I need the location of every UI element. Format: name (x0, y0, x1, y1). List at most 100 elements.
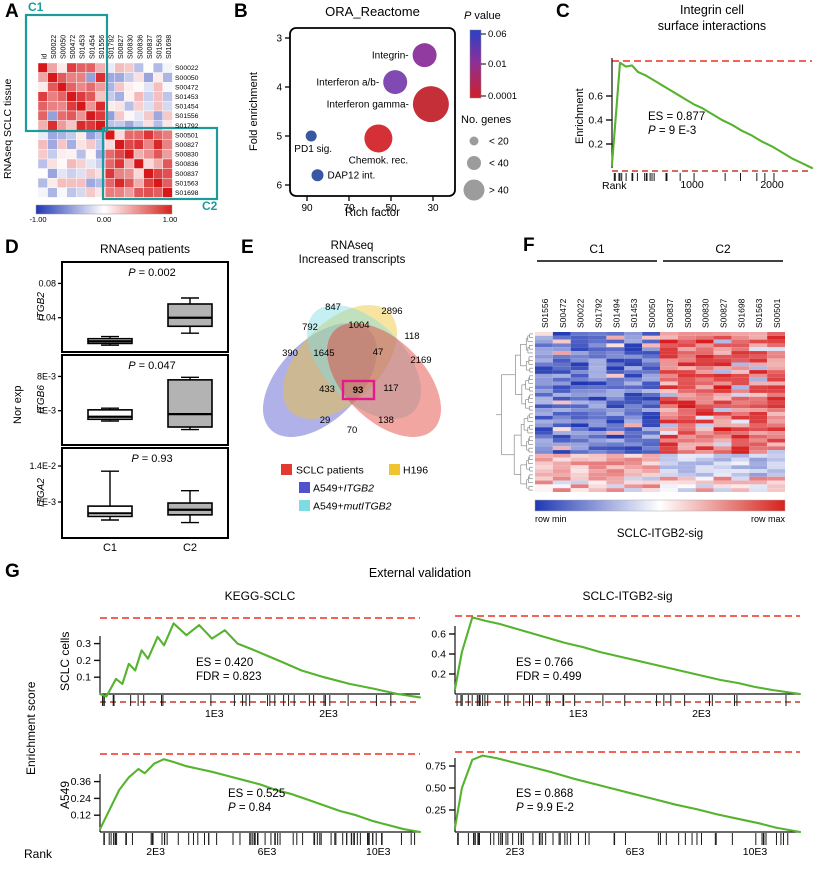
correlation-colorbar (35, 204, 173, 215)
heatmap-cell (606, 389, 625, 393)
venn-count: 2169 (410, 355, 431, 366)
heatmap-cell (695, 358, 714, 363)
heatmap-cell (606, 370, 625, 374)
heatmap-cell (677, 427, 696, 432)
heatmap-cell (57, 187, 68, 198)
heatmap-cell (588, 339, 607, 344)
heatmap-cell (713, 472, 732, 477)
x-tick-label: 2E3 (146, 846, 165, 858)
heatmap-cell (767, 450, 785, 454)
heatmap-cell (85, 187, 96, 198)
y-tick-label: 4 (276, 83, 282, 94)
heatmap-cell (713, 377, 732, 382)
heatmap-cell (695, 404, 714, 409)
heatmap-cell (767, 472, 785, 477)
heatmap-cell (570, 431, 589, 435)
x-tick-label: 1E3 (569, 708, 588, 720)
heatmap-cell (731, 461, 750, 466)
venn-legend-swatch (389, 464, 400, 475)
enrichment-curve (610, 61, 814, 170)
y-tick-label: 0.75 (426, 761, 447, 773)
heatmap-cell (85, 168, 96, 179)
heatmap-cell (677, 400, 696, 405)
heatmap-cell (660, 377, 678, 382)
heatmap-cell (552, 385, 571, 390)
heatmap-cell (677, 434, 696, 439)
heatmap-cell (660, 366, 678, 371)
heatmap-cell (552, 370, 571, 374)
heatmap-cell (642, 423, 660, 428)
heatmap-cell (624, 469, 643, 473)
heatmap-cell (731, 385, 750, 390)
heatmap-cell (660, 358, 678, 363)
venn-legend-label: SCLC patients (296, 465, 364, 477)
heatmap-cell (570, 335, 589, 340)
x-tick-label: 50 (385, 203, 397, 214)
pathway-bubble (305, 130, 317, 142)
heatmap-cell (570, 415, 589, 420)
heatmap-cell (731, 484, 750, 489)
y-tick-label: 0.4 (588, 115, 603, 127)
heatmap-col-label: S01698 (166, 35, 173, 59)
heatmap-col-label: S01698 (736, 298, 746, 328)
heatmap-col-label: S00837 (147, 35, 154, 59)
heatmap-cell (47, 101, 58, 112)
stat-annotation: P = 9.9 E-2 (516, 802, 574, 814)
heatmap-cell (535, 351, 553, 355)
heatmap-cell (606, 385, 625, 390)
heatmap-cell (677, 351, 696, 355)
heatmap-cell (767, 396, 785, 401)
heatmap-cell (695, 431, 714, 435)
heatmap-cell (133, 72, 144, 83)
heatmap-cell (749, 354, 768, 359)
heatmap-cell (76, 81, 87, 92)
heatmap-cell (570, 351, 589, 355)
venn-count: 390 (282, 348, 298, 359)
panel-c-y-axis-label: Enrichment (574, 88, 586, 144)
heatmap-cell (695, 453, 714, 458)
venn-count: 29 (320, 415, 331, 426)
heatmap-cell (624, 472, 643, 477)
heatmap-cell (37, 62, 48, 73)
heatmap-row-label: S00472 (175, 84, 199, 91)
heatmap-cell (713, 476, 732, 481)
heatmap-cell (552, 457, 571, 462)
heatmap-cell (552, 392, 571, 397)
heatmap-cell (588, 392, 607, 397)
heatmap-cell (552, 362, 571, 367)
heatmap-cell (66, 177, 77, 188)
heatmap-cell (535, 343, 553, 348)
heatmap-cell (588, 332, 607, 336)
heatmap-cell (749, 476, 768, 481)
boxplot-frame (61, 261, 229, 353)
heatmap-cell (731, 453, 750, 458)
heatmap-cell (85, 158, 96, 169)
heatmap-cell (731, 370, 750, 374)
heatmap-cell (606, 354, 625, 359)
heatmap-cell (677, 476, 696, 481)
heatmap-cell (133, 139, 144, 150)
heatmap-cell (124, 177, 135, 188)
heatmap-cell (535, 488, 553, 492)
x-tick-label: 1E3 (205, 708, 224, 720)
heatmap-cell (713, 351, 732, 355)
heatmap-cell (624, 476, 643, 481)
heatmap-cell (588, 476, 607, 481)
heatmap-cell (588, 446, 607, 451)
heatmap-cell (162, 101, 173, 112)
heatmap-col-label: S00050 (61, 35, 68, 59)
heatmap-cell (749, 419, 768, 424)
heatmap-cell (677, 472, 696, 477)
heatmap-cell (731, 389, 750, 393)
heatmap-cell (95, 81, 106, 92)
heatmap-cell (535, 434, 553, 439)
panel-f-caption: SCLC-ITGB2-sig (616, 528, 704, 540)
heatmap-cell (552, 438, 571, 443)
venn-count: 433 (319, 384, 335, 395)
heatmap-cell (767, 332, 785, 336)
heatmap-cell (588, 396, 607, 401)
heatmap-cell (95, 62, 106, 73)
heatmap-cell (713, 450, 732, 454)
heatmap-cell (677, 343, 696, 348)
heatmap-cell (570, 434, 589, 439)
